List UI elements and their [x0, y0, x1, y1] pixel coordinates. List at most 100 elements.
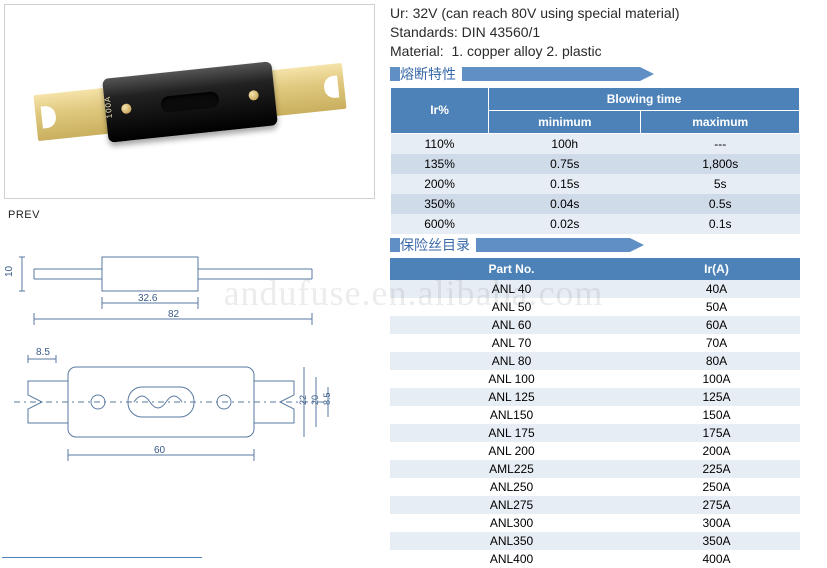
- table-cell-part: ANL350: [390, 532, 633, 550]
- section-header-blowing: 熔断特性: [390, 67, 823, 85]
- fuse-window: [160, 91, 219, 113]
- table-cell-part: ANL 50: [390, 298, 633, 316]
- arrow-right-icon: [640, 67, 654, 81]
- table-cell-ir: 250A: [633, 478, 800, 496]
- table-row: ANL 5050A: [390, 298, 800, 316]
- section-header-catalog: 保险丝目录: [390, 238, 823, 256]
- table-row: ANL 100100A: [390, 370, 800, 388]
- table-row: ANL 125125A: [390, 388, 800, 406]
- table-cell-part: ANL 200: [390, 442, 633, 460]
- dim-body-h: 20: [310, 395, 320, 405]
- table-cell: 1,800s: [641, 154, 800, 174]
- col-ir: Ir%: [391, 87, 489, 133]
- table-row: 600%0.02s0.1s: [391, 214, 800, 234]
- table-cell: 0.75s: [489, 154, 641, 174]
- table-cell-ir: 350A: [633, 532, 800, 550]
- divider: [2, 557, 202, 558]
- table-cell-ir: 175A: [633, 424, 800, 442]
- arrow-right-icon: [630, 238, 644, 252]
- spec-mat-label: Material:: [390, 43, 444, 59]
- product-photo: 100A: [4, 4, 375, 199]
- table-cell-ir: 275A: [633, 496, 800, 514]
- table-cell-ir: 200A: [633, 442, 800, 460]
- left-column: 100A PREV: [0, 0, 380, 564]
- table-cell-ir: 70A: [633, 334, 800, 352]
- fuse-blade-left: [33, 87, 112, 141]
- section-title-blowing: 熔断特性: [400, 64, 462, 84]
- table-cell: 0.02s: [489, 214, 641, 234]
- table-cell-ir: 300A: [633, 514, 800, 532]
- fuse-rating-label: 100A: [102, 95, 113, 119]
- table-cell-part: ANL 60: [390, 316, 633, 334]
- table-row: AML225225A: [390, 460, 800, 478]
- right-column: Ur: 32V (can reach 80V using special mat…: [380, 0, 827, 564]
- table-row: 110%100h---: [391, 133, 800, 154]
- table-row: ANL300300A: [390, 514, 800, 532]
- table-cell-ir: 125A: [633, 388, 800, 406]
- table-cell-part: ANL400: [390, 550, 633, 568]
- section-title-catalog: 保险丝目录: [400, 235, 476, 255]
- table-cell-ir: 400A: [633, 550, 800, 568]
- table-cell-part: ANL250: [390, 478, 633, 496]
- table-row: ANL 8080A: [390, 352, 800, 370]
- dim-blade-w: 8.5: [36, 347, 50, 358]
- dim-height: 10: [4, 265, 15, 277]
- table-cell-part: ANL 175: [390, 424, 633, 442]
- dim-slot-h: 8.5: [322, 392, 332, 405]
- table-cell-part: ANL300: [390, 514, 633, 532]
- blowing-time-table: Ir% Blowing time minimum maximum 110%100…: [390, 87, 800, 234]
- table-cell-part: ANL 70: [390, 334, 633, 352]
- col-min: minimum: [489, 110, 641, 133]
- spec-mat-val: 1. copper alloy 2. plastic: [451, 43, 601, 59]
- table-cell-ir: 60A: [633, 316, 800, 334]
- screw-icon: [120, 103, 131, 114]
- screw-icon: [248, 89, 259, 100]
- col-ira: Ir(A): [633, 258, 800, 280]
- dim-overall-h: 22: [298, 395, 308, 405]
- table-cell-part: ANL 80: [390, 352, 633, 370]
- table-cell-part: ANL150: [390, 406, 633, 424]
- spec-ur-label: Ur:: [390, 5, 409, 21]
- technical-drawings: 10 32.6 82: [4, 227, 375, 487]
- spec-std-label: Standards:: [390, 24, 458, 40]
- table-cell-ir: 40A: [633, 280, 800, 298]
- table-row: 350%0.04s0.5s: [391, 194, 800, 214]
- table-cell-ir: 100A: [633, 370, 800, 388]
- table-cell: 200%: [391, 174, 489, 194]
- dim-overall-len: 82: [168, 309, 180, 320]
- col-part: Part No.: [390, 258, 633, 280]
- table-row: ANL400400A: [390, 550, 800, 568]
- table-cell-ir: 225A: [633, 460, 800, 478]
- table-cell: 110%: [391, 133, 489, 154]
- table-cell: 350%: [391, 194, 489, 214]
- table-row: 135%0.75s1,800s: [391, 154, 800, 174]
- dim-body-len: 32.6: [138, 293, 158, 304]
- page-container: 100A PREV: [0, 0, 827, 564]
- spec-std-val: DIN 43560/1: [462, 24, 541, 40]
- table-row: ANL 6060A: [390, 316, 800, 334]
- table-cell: ---: [641, 133, 800, 154]
- col-blowing: Blowing time: [489, 87, 800, 110]
- table-cell-ir: 150A: [633, 406, 800, 424]
- dim-body-len2: 60: [154, 445, 166, 456]
- col-max: maximum: [641, 110, 800, 133]
- table-cell-part: ANL 40: [390, 280, 633, 298]
- table-cell: 0.5s: [641, 194, 800, 214]
- table-cell-part: ANL 100: [390, 370, 633, 388]
- table-cell: 100h: [489, 133, 641, 154]
- table-cell: 600%: [391, 214, 489, 234]
- spec-ur-val: 32V (can reach 80V using special materia…: [413, 5, 680, 21]
- drawing-top-view: 8.5 60 22 20 8.5: [4, 337, 375, 487]
- table-row: ANL350350A: [390, 532, 800, 550]
- prev-label: PREV: [8, 209, 380, 221]
- table-row: ANL 175175A: [390, 424, 800, 442]
- table-cell-ir: 50A: [633, 298, 800, 316]
- table-cell: 135%: [391, 154, 489, 174]
- drawing-side-view: 10 32.6 82: [4, 227, 375, 337]
- table-cell: 0.1s: [641, 214, 800, 234]
- fuse-body: 100A: [102, 61, 278, 142]
- table-cell-ir: 80A: [633, 352, 800, 370]
- spec-lines: Ur: 32V (can reach 80V using special mat…: [390, 4, 823, 61]
- fuse-blade-right: [267, 62, 346, 116]
- table-cell-part: ANL275: [390, 496, 633, 514]
